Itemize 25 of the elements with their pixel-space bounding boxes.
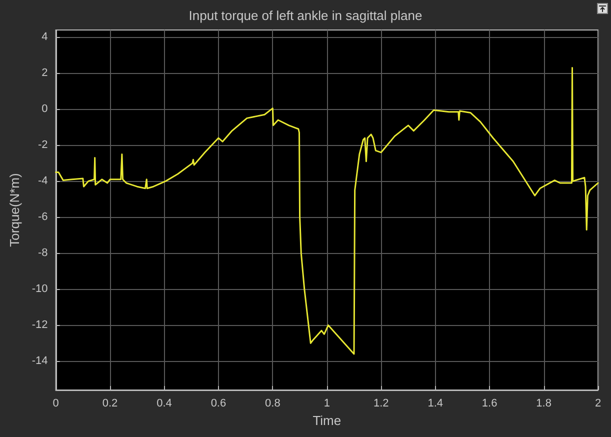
y-tick-label: 0 bbox=[42, 103, 48, 116]
y-tick-label: 4 bbox=[42, 31, 48, 44]
x-tick-label: 1 bbox=[324, 398, 330, 410]
y-tick-label: -8 bbox=[38, 247, 48, 260]
y-tick-label: -4 bbox=[38, 175, 48, 188]
x-tick-label: 0.8 bbox=[265, 398, 280, 410]
x-tick-label: 0 bbox=[52, 398, 59, 410]
chart-title: Input torque of left ankle in sagittal plane bbox=[188, 8, 422, 23]
x-tick-label: 1.6 bbox=[482, 398, 498, 410]
x-tick-label: 1.8 bbox=[536, 398, 552, 410]
x-tick-label: 2 bbox=[594, 398, 602, 410]
y-tick-label: -10 bbox=[32, 283, 48, 296]
y-tick-label: 2 bbox=[42, 67, 48, 80]
x-tick-label: 0.6 bbox=[210, 398, 226, 410]
x-axis-title: Time bbox=[312, 412, 342, 428]
y-tick-label: -12 bbox=[32, 319, 48, 332]
line-series bbox=[55, 67, 599, 355]
x-tick-label: 1.2 bbox=[373, 398, 389, 410]
x-tick-label: 0.4 bbox=[156, 398, 172, 410]
x-tick-label: 0.2 bbox=[102, 398, 118, 410]
x-tick-label: 1.4 bbox=[428, 398, 443, 410]
y-tick-label: -6 bbox=[38, 211, 48, 224]
y-tick-label: -14 bbox=[32, 355, 48, 368]
y-tick-label: -2 bbox=[38, 139, 48, 152]
y-axis-title: Torque(N*m) bbox=[7, 173, 22, 247]
